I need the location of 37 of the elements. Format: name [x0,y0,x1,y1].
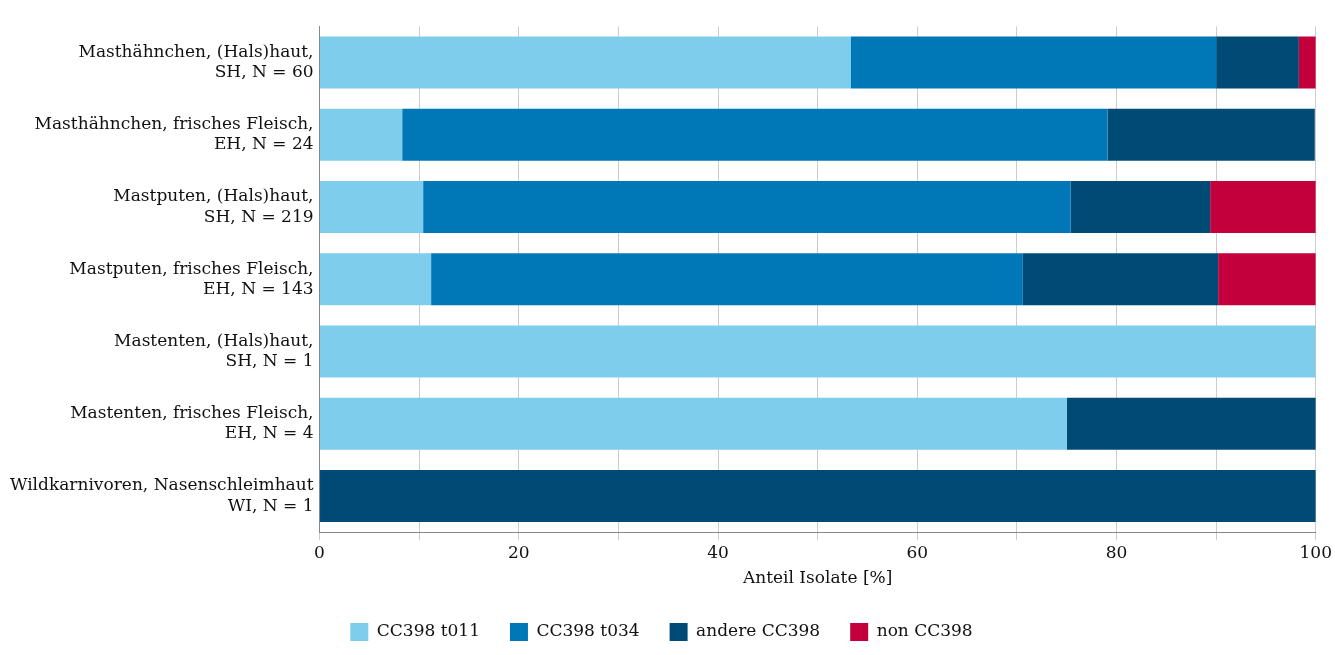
x-tick-label: 0 [314,541,325,562]
y-tick-label: Mastputen, (Hals)haut, SH, N = 219 [113,185,314,226]
legend-label: CC398 t034 [536,620,640,641]
y-tick-label: Mastputen, frisches Fleisch, EH, N = 143 [69,257,314,298]
x-tick-label: 60 [906,541,929,562]
bar [1210,181,1316,234]
bar [320,181,424,234]
x-tick-label: 100 [1299,541,1332,562]
bar [1066,397,1316,450]
y-tick-label: Mastenten, (Hals)haut, SH, N = 1 [114,329,314,371]
bar [320,397,1067,450]
bar [850,36,1217,89]
bar [1022,253,1219,306]
bar [1298,36,1316,89]
bar [320,108,403,161]
x-tick-label: 40 [707,541,729,562]
bar [320,253,432,306]
bar [1216,36,1299,89]
bar [320,325,1316,378]
bar [1218,253,1316,306]
bar [1107,108,1315,161]
y-tick-label: Wildkarnivoren, Nasenschleimhaut WI, N = 1 [9,474,314,515]
bar [431,253,1023,306]
bar [320,36,851,89]
x-tick-label: 20 [507,541,530,562]
bar [320,470,1316,523]
y-tick-label: Masthähnchen, (Hals)haut, SH, N = 60 [78,40,314,82]
bar [1070,181,1211,234]
x-tick-label: 80 [1105,541,1128,562]
y-tick-label: Masthähnchen, frisches Fleisch, EH, N = 24 [34,113,314,154]
legend-label: CC398 t011 [376,620,480,641]
legend-label: andere CC398 [696,620,821,641]
y-tick-label: Mastenten, frisches Fleisch, EH, N = 4 [70,402,314,443]
bar [402,108,1108,161]
x-axis-title: Anteil Isolate [%] [741,567,893,588]
bar [423,181,1071,234]
legend-label: non CC398 [876,620,973,641]
